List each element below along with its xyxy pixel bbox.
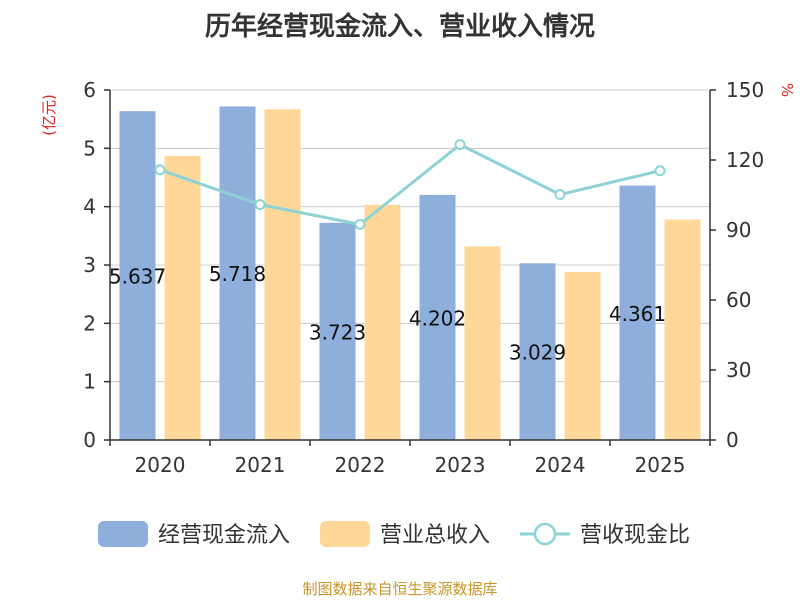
bar-series — [119, 106, 701, 441]
source-note: 制图数据来自恒生聚源数据库 — [302, 580, 498, 598]
point-营收现金比-2023 — [454, 139, 466, 151]
point-营收现金比-2025 — [654, 165, 666, 177]
x-tick-label: 2023 — [435, 453, 486, 477]
bar-营业总收入-2025 — [664, 219, 701, 440]
y-right-tick-label: 30 — [726, 358, 751, 382]
legend-label-营业总收入: 营业总收入 — [380, 523, 490, 548]
point-营收现金比-2021 — [254, 199, 266, 211]
x-tick-label: 2020 — [135, 453, 186, 477]
data-label-经营现金流入-2025: 4.361 — [609, 302, 666, 326]
bar-经营现金流入-2022 — [319, 222, 356, 440]
data-label-经营现金流入-2024: 3.029 — [509, 341, 566, 365]
data-labels: 5.637 5.718 3.723 4.202 3.029 4.361 — [109, 262, 666, 364]
y-right-tick-label: 120 — [726, 148, 764, 172]
y-left-axis-label: (亿元) — [40, 94, 58, 136]
bar-经营现金流入-2021 — [219, 106, 256, 440]
line-营收现金比 — [159, 142, 661, 227]
line-series — [154, 139, 666, 230]
y-left-tick-label: 4 — [83, 195, 96, 219]
point-营收现金比-2020 — [154, 164, 166, 176]
bar-营业总收入-2024 — [564, 272, 601, 440]
y-right-axis-label: % — [778, 83, 796, 97]
bar-经营现金流入-2023 — [419, 194, 456, 440]
legend-label-经营现金流入: 经营现金流入 — [158, 523, 290, 548]
data-label-经营现金流入-2021: 5.718 — [209, 262, 266, 286]
y-right-tick-label: 0 — [726, 428, 739, 452]
point-营收现金比-2024 — [554, 189, 566, 201]
y-left-tick-label: 1 — [83, 370, 96, 394]
data-label-经营现金流入-2023: 4.202 — [409, 306, 466, 330]
bar-经营现金流入-2024 — [519, 263, 556, 440]
y-right-tick-label: 60 — [726, 288, 751, 312]
bar-经营现金流入-2025 — [619, 185, 656, 440]
y-left-tick-label: 0 — [83, 428, 96, 452]
data-label-经营现金流入-2022: 3.723 — [309, 320, 366, 344]
legend-swatch-营业总收入 — [320, 521, 370, 547]
y-left-tick-label: 5 — [83, 136, 96, 160]
y-right-tick-label: 150 — [726, 78, 764, 102]
y-left-tick-label: 3 — [83, 253, 96, 277]
legend: 经营现金流入 营业总收入 营收现金比 — [98, 521, 690, 548]
x-tick-label: 2021 — [235, 453, 286, 477]
legend-label-营收现金比: 营收现金比 — [580, 523, 690, 548]
grid-lines — [110, 89, 710, 383]
bar-营业总收入-2022 — [364, 204, 401, 440]
legend-swatch-经营现金流入 — [98, 521, 148, 547]
x-tick-label: 2022 — [335, 453, 386, 477]
legend-marker-营收现金比 — [533, 522, 557, 546]
point-营收现金比-2022 — [354, 218, 366, 230]
bar-经营现金流入-2020 — [119, 111, 156, 441]
bar-营业总收入-2021 — [264, 109, 301, 440]
y-right-tick-label: 90 — [726, 218, 751, 242]
bar-营业总收入-2020 — [164, 155, 201, 440]
chart-title: 历年经营现金流入、营业收入情况 — [204, 12, 595, 42]
bar-营业总收入-2023 — [464, 246, 501, 440]
y-left-tick-label: 2 — [83, 311, 96, 335]
data-label-经营现金流入-2020: 5.637 — [109, 265, 166, 289]
y-left-tick-label: 6 — [83, 78, 96, 102]
x-tick-label: 2025 — [635, 453, 686, 477]
x-tick-label: 2024 — [535, 453, 586, 477]
